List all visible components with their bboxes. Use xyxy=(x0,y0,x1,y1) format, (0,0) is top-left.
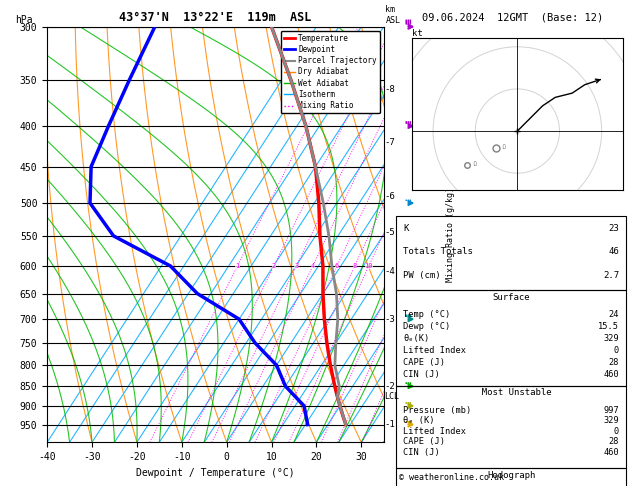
Text: -7: -7 xyxy=(384,139,395,147)
Text: 997: 997 xyxy=(603,406,619,415)
Text: 28: 28 xyxy=(608,437,619,446)
Text: km
ASL: km ASL xyxy=(386,5,401,25)
Text: Hodograph: Hodograph xyxy=(487,470,535,480)
Text: 2.7: 2.7 xyxy=(603,271,619,279)
Bar xyxy=(396,468,626,486)
Text: 6: 6 xyxy=(335,263,339,269)
Text: 2: 2 xyxy=(272,263,276,269)
Text: θₑ (K): θₑ (K) xyxy=(403,416,435,425)
Text: Lifted Index: Lifted Index xyxy=(403,346,466,355)
Text: CIN (J): CIN (J) xyxy=(403,448,440,457)
Text: PW (cm): PW (cm) xyxy=(403,271,441,279)
Text: CAPE (J): CAPE (J) xyxy=(403,437,445,446)
Text: 10: 10 xyxy=(365,263,373,269)
Text: Ω: Ω xyxy=(496,145,506,151)
Text: Surface: Surface xyxy=(493,293,530,302)
Text: 460: 460 xyxy=(603,448,619,457)
Text: K: K xyxy=(403,224,408,233)
Bar xyxy=(396,216,626,291)
Text: Ω: Ω xyxy=(467,162,477,167)
Text: CIN (J): CIN (J) xyxy=(403,370,440,379)
Text: 8: 8 xyxy=(352,263,357,269)
Text: Mixing Ratio (g/kg): Mixing Ratio (g/kg) xyxy=(447,187,455,282)
Text: kt: kt xyxy=(412,29,423,37)
Text: Pressure (mb): Pressure (mb) xyxy=(403,406,471,415)
Text: -8: -8 xyxy=(384,85,395,94)
Text: Temp (°C): Temp (°C) xyxy=(403,310,450,319)
Text: 46: 46 xyxy=(608,247,619,257)
Text: 24: 24 xyxy=(608,310,619,319)
Legend: Temperature, Dewpoint, Parcel Trajectory, Dry Adiabat, Wet Adiabat, Isotherm, Mi: Temperature, Dewpoint, Parcel Trajectory… xyxy=(281,31,380,113)
Text: -6: -6 xyxy=(384,191,395,201)
Text: -2: -2 xyxy=(384,382,395,391)
Text: Dewp (°C): Dewp (°C) xyxy=(403,322,450,331)
Text: 0: 0 xyxy=(614,346,619,355)
Text: 15.5: 15.5 xyxy=(598,322,619,331)
Title: 43°37'N  13°22'E  119m  ASL: 43°37'N 13°22'E 119m ASL xyxy=(120,11,311,24)
Bar xyxy=(396,386,626,468)
Text: 09.06.2024  12GMT  (Base: 12): 09.06.2024 12GMT (Base: 12) xyxy=(422,12,603,22)
Text: -1: -1 xyxy=(384,420,395,429)
Text: LCL: LCL xyxy=(384,392,399,400)
Text: CAPE (J): CAPE (J) xyxy=(403,358,445,367)
Text: -5: -5 xyxy=(384,228,395,237)
Text: 0: 0 xyxy=(614,427,619,435)
Text: 329: 329 xyxy=(603,416,619,425)
Text: 3: 3 xyxy=(294,263,298,269)
Bar xyxy=(396,291,626,386)
Text: 4: 4 xyxy=(311,263,315,269)
Text: 329: 329 xyxy=(603,334,619,343)
Text: -4: -4 xyxy=(384,267,395,276)
X-axis label: Dewpoint / Temperature (°C): Dewpoint / Temperature (°C) xyxy=(136,468,295,478)
Text: Most Unstable: Most Unstable xyxy=(470,388,552,398)
Text: Lifted Index: Lifted Index xyxy=(403,427,466,435)
Text: -3: -3 xyxy=(384,314,395,324)
Text: 23: 23 xyxy=(608,224,619,233)
Text: © weatheronline.co.uk: © weatheronline.co.uk xyxy=(399,473,504,482)
Text: hPa: hPa xyxy=(15,15,33,25)
Text: 28: 28 xyxy=(608,358,619,367)
Text: θₑ(K): θₑ(K) xyxy=(403,334,430,343)
Text: Totals Totals: Totals Totals xyxy=(403,247,473,257)
Text: 1: 1 xyxy=(235,263,240,269)
Text: 460: 460 xyxy=(603,370,619,379)
